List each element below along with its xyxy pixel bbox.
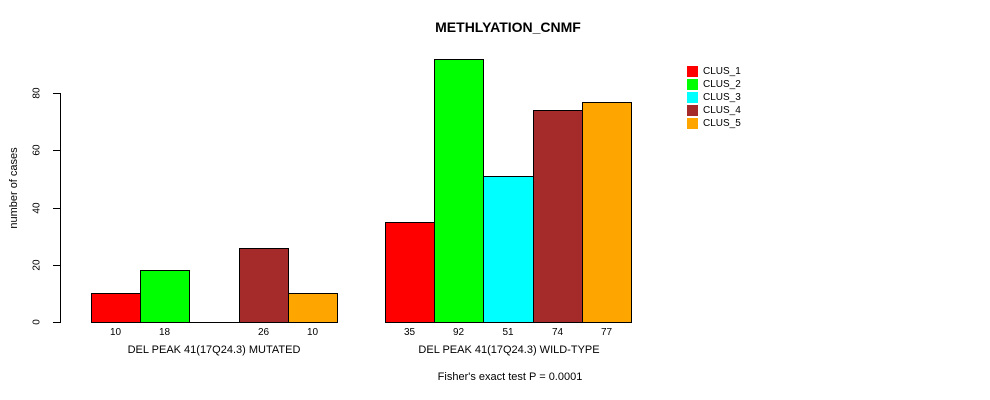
bar	[385, 222, 435, 323]
legend-label: CLUS_3	[703, 92, 741, 103]
legend-swatch	[687, 79, 698, 90]
bar-value-label: 26	[257, 327, 270, 338]
bar-value-label: 74	[551, 327, 564, 338]
y-axis-tick-label: 80	[31, 87, 43, 99]
bar-value-label: 35	[403, 327, 416, 338]
y-axis-tick	[53, 150, 60, 151]
legend-item: CLUS_3	[687, 91, 741, 104]
bar	[288, 293, 338, 323]
bar	[483, 176, 534, 323]
y-axis-tick-label: 0	[31, 319, 43, 325]
group-baseline	[91, 322, 337, 323]
bar-value-label: 51	[502, 327, 514, 338]
chart-title: METHLYATION_CNMF	[435, 19, 581, 35]
bar-value-label: 77	[600, 327, 613, 338]
legend-label: CLUS_5	[703, 118, 741, 129]
bar	[239, 248, 289, 323]
bar	[434, 59, 484, 323]
y-axis-tick	[53, 265, 60, 266]
legend-item: CLUS_1	[687, 65, 741, 78]
bar-value-label: 10	[109, 327, 122, 338]
legend-label: CLUS_1	[703, 66, 741, 77]
bar-value-label: 18	[158, 327, 171, 338]
y-axis-tick	[53, 322, 60, 323]
legend-swatch	[687, 118, 698, 129]
legend-item: CLUS_5	[687, 117, 741, 130]
group-label-mutated: DEL PEAK 41(17Q24.3) MUTATED	[127, 344, 301, 356]
legend-label: CLUS_4	[703, 105, 741, 116]
y-axis-tick-label: 60	[31, 144, 43, 156]
bar-value-label: 92	[452, 327, 465, 338]
bar	[140, 270, 190, 323]
bar	[91, 293, 141, 323]
y-axis-tick-label: 20	[31, 259, 43, 271]
y-axis-tick	[53, 208, 60, 209]
bar-value-label: 10	[306, 327, 319, 338]
fisher-test-caption: Fisher's exact test P = 0.0001	[437, 371, 583, 383]
bar	[582, 102, 632, 323]
legend: CLUS_1 CLUS_2 CLUS_3 CLUS_4 CLUS_5	[687, 65, 741, 130]
y-axis-tick-label: 40	[31, 202, 43, 214]
legend-item: CLUS_2	[687, 78, 741, 91]
group-label-wild-type: DEL PEAK 41(17Q24.3) WILD-TYPE	[418, 344, 600, 356]
legend-item: CLUS_4	[687, 104, 741, 117]
y-axis-line	[60, 93, 61, 323]
legend-label: CLUS_2	[703, 79, 741, 90]
y-axis-tick	[53, 93, 60, 94]
legend-swatch	[687, 66, 698, 77]
bar	[533, 110, 583, 323]
legend-swatch	[687, 105, 698, 116]
legend-swatch	[687, 92, 698, 103]
